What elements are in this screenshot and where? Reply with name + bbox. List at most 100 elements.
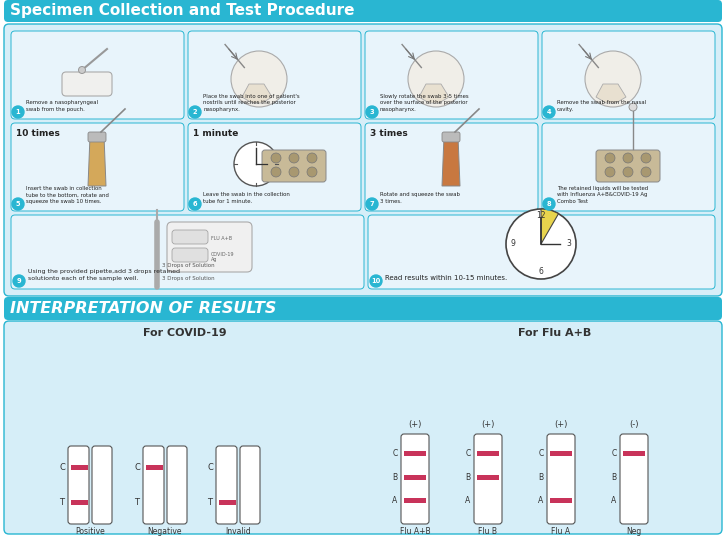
Text: 4: 4 — [547, 109, 551, 115]
Circle shape — [623, 167, 633, 177]
Bar — [404, 498, 426, 503]
Text: Insert the swab in collection
tube to the bottom, rotate and
squeeze the swab 10: Insert the swab in collection tube to th… — [26, 186, 109, 204]
FancyBboxPatch shape — [88, 132, 106, 142]
Text: T: T — [208, 497, 213, 507]
Bar — [71, 500, 88, 505]
Circle shape — [307, 153, 317, 163]
FancyBboxPatch shape — [547, 434, 575, 524]
Text: Positive: Positive — [75, 527, 105, 536]
Circle shape — [408, 51, 464, 107]
FancyBboxPatch shape — [542, 123, 715, 211]
Text: Specimen Collection and Test Procedure: Specimen Collection and Test Procedure — [10, 4, 354, 19]
Text: C: C — [392, 449, 398, 458]
Text: 3: 3 — [370, 109, 375, 115]
Circle shape — [623, 153, 633, 163]
Text: Flu A: Flu A — [552, 527, 571, 536]
FancyBboxPatch shape — [240, 446, 260, 524]
Circle shape — [605, 167, 615, 177]
Circle shape — [307, 167, 317, 177]
FancyBboxPatch shape — [4, 24, 722, 296]
Text: B: B — [539, 473, 544, 482]
Circle shape — [605, 153, 615, 163]
Text: C: C — [539, 449, 544, 458]
Text: T: T — [60, 497, 65, 507]
Text: For Flu A+B: For Flu A+B — [518, 328, 592, 338]
FancyBboxPatch shape — [167, 446, 187, 524]
Polygon shape — [596, 84, 626, 103]
FancyBboxPatch shape — [216, 446, 237, 524]
Bar — [550, 498, 572, 503]
Text: 10 times: 10 times — [16, 129, 60, 138]
Bar — [219, 500, 236, 505]
Text: For COVID-19: For COVID-19 — [143, 328, 227, 338]
Text: Slowly rotate the swab 3-5 times
over the surface of the posterior
nasopharynx.: Slowly rotate the swab 3-5 times over th… — [380, 94, 468, 112]
Text: (+): (+) — [555, 420, 568, 428]
Text: 9: 9 — [17, 278, 21, 284]
Bar — [623, 451, 645, 456]
Circle shape — [289, 153, 299, 163]
Bar — [477, 475, 499, 480]
Circle shape — [12, 106, 24, 118]
Text: Read results within 10-15 minutes.: Read results within 10-15 minutes. — [385, 275, 507, 281]
Text: B: B — [465, 473, 470, 482]
Text: A: A — [539, 496, 544, 505]
Polygon shape — [88, 136, 106, 186]
Text: Using the provided pipette,add 3 drops retained
solutionto each of the sample we: Using the provided pipette,add 3 drops r… — [28, 270, 180, 281]
Text: A: A — [611, 496, 616, 505]
Text: 3 Drops of Solution: 3 Drops of Solution — [162, 263, 215, 268]
Wedge shape — [541, 209, 558, 244]
FancyBboxPatch shape — [368, 215, 715, 289]
FancyBboxPatch shape — [4, 321, 722, 534]
FancyBboxPatch shape — [11, 123, 184, 211]
Text: (-): (-) — [629, 420, 639, 428]
FancyBboxPatch shape — [365, 31, 538, 119]
Text: COVID-19
Ag: COVID-19 Ag — [211, 251, 234, 263]
Text: 5: 5 — [16, 201, 20, 207]
FancyBboxPatch shape — [62, 72, 112, 96]
Text: Flu A+B: Flu A+B — [400, 527, 431, 536]
Polygon shape — [442, 136, 460, 186]
Text: C: C — [207, 463, 213, 472]
Polygon shape — [419, 84, 449, 103]
Text: (+): (+) — [408, 420, 422, 428]
Bar — [477, 451, 499, 456]
Circle shape — [234, 142, 278, 186]
Text: 10: 10 — [372, 278, 380, 284]
Text: 6: 6 — [192, 201, 197, 207]
Circle shape — [370, 275, 382, 287]
Circle shape — [366, 198, 378, 210]
Text: 1 minute: 1 minute — [193, 129, 238, 138]
Text: 1: 1 — [16, 109, 20, 115]
Circle shape — [271, 167, 281, 177]
Circle shape — [12, 198, 24, 210]
Text: B: B — [393, 473, 398, 482]
Text: Neg: Neg — [627, 527, 642, 536]
Circle shape — [271, 153, 281, 163]
Text: The retained liquids will be tested
with Influenza A+B&COVID-19 Ag
Combo Test: The retained liquids will be tested with… — [557, 186, 648, 204]
Text: 9: 9 — [510, 240, 515, 249]
Text: Remove a nasopharyngeal
swab from the pouch.: Remove a nasopharyngeal swab from the po… — [26, 100, 98, 112]
Bar — [146, 465, 163, 471]
FancyBboxPatch shape — [401, 434, 429, 524]
Text: Remove the swab from the nasal
cavity.: Remove the swab from the nasal cavity. — [557, 100, 646, 112]
Bar — [550, 451, 572, 456]
Circle shape — [13, 275, 25, 287]
Circle shape — [231, 51, 287, 107]
FancyBboxPatch shape — [542, 31, 715, 119]
FancyBboxPatch shape — [442, 132, 460, 142]
FancyBboxPatch shape — [167, 222, 252, 272]
Text: A: A — [465, 496, 470, 505]
Text: Negative: Negative — [148, 527, 182, 536]
Text: Leave the swab in the collection
tube for 1 minute.: Leave the swab in the collection tube fo… — [203, 192, 290, 204]
FancyBboxPatch shape — [188, 31, 361, 119]
FancyBboxPatch shape — [596, 150, 660, 182]
Bar — [404, 475, 426, 480]
FancyBboxPatch shape — [172, 248, 208, 262]
Text: 2: 2 — [192, 109, 197, 115]
Text: 7: 7 — [370, 201, 375, 207]
FancyBboxPatch shape — [262, 150, 326, 182]
Circle shape — [641, 153, 651, 163]
Text: 3 times: 3 times — [370, 129, 408, 138]
Text: 12: 12 — [537, 212, 546, 220]
Circle shape — [641, 167, 651, 177]
